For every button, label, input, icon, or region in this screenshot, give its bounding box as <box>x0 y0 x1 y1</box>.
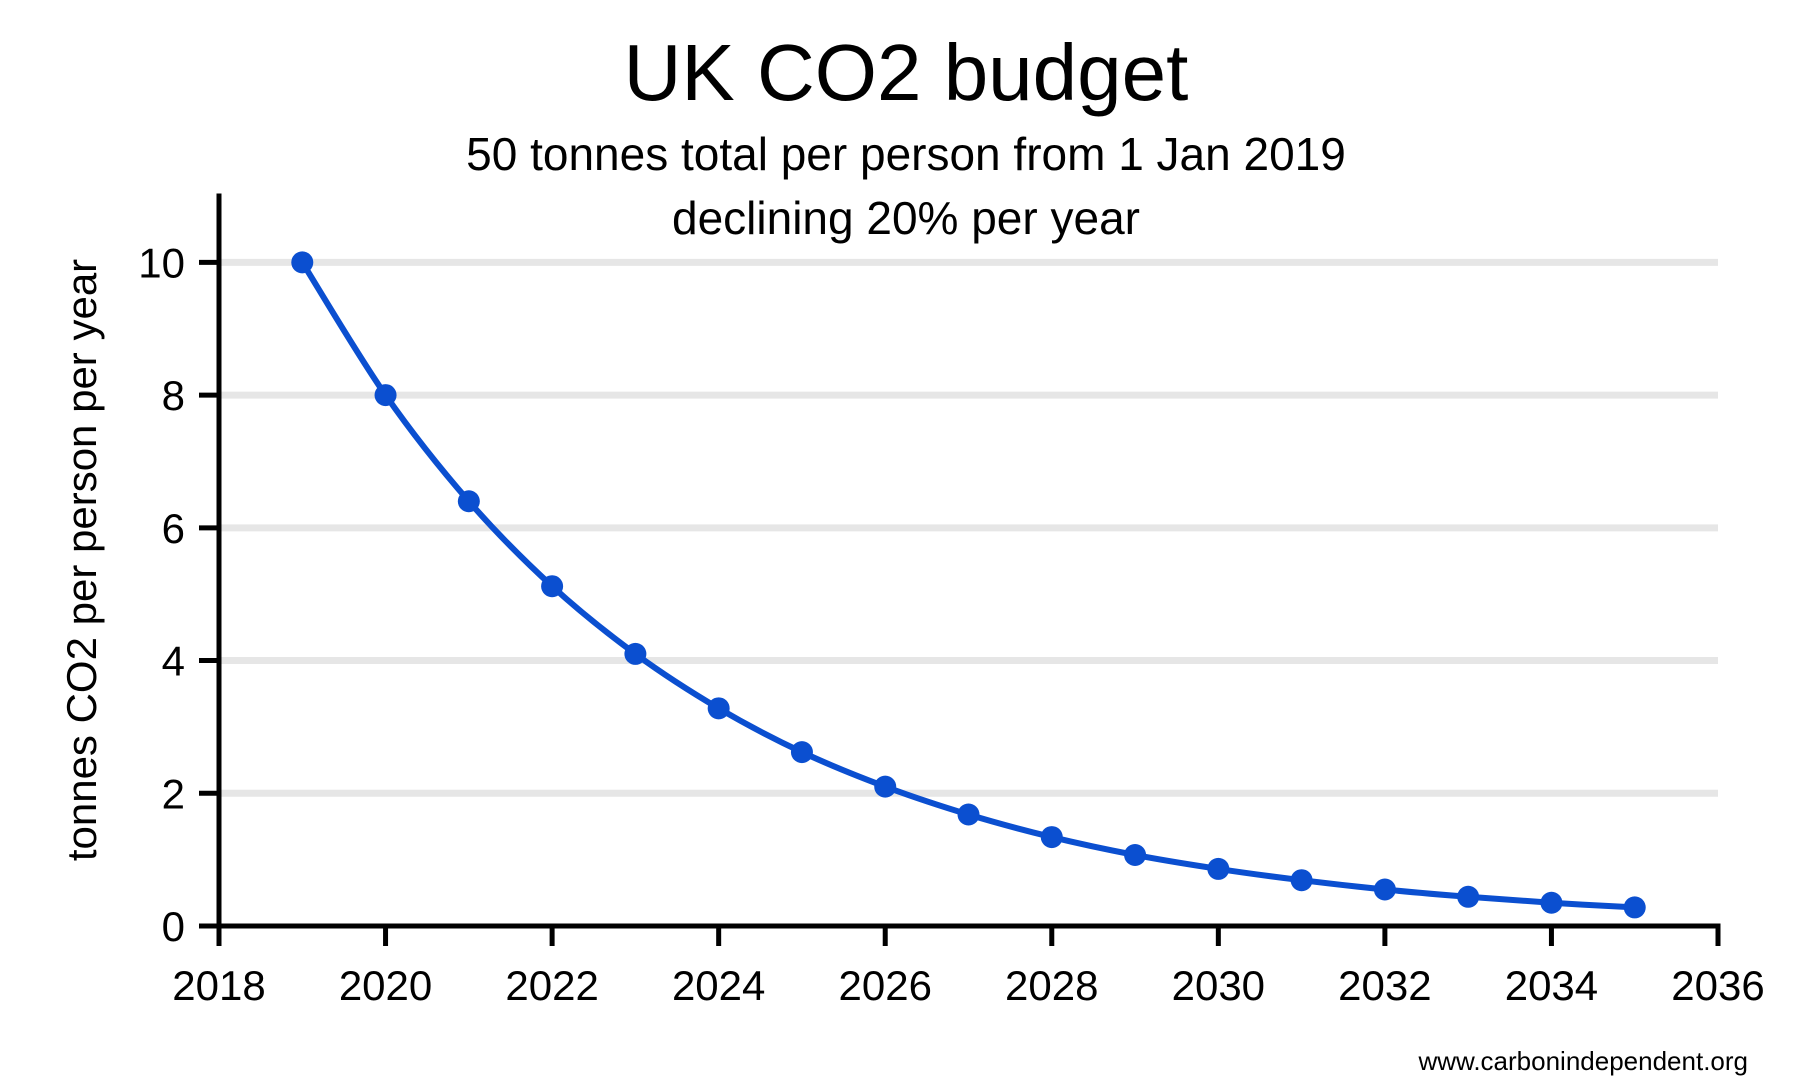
source-credit: www.carbonindependent.org <box>1417 1046 1748 1076</box>
data-point-2030 <box>1207 857 1230 880</box>
x-tick-label-2020: 2020 <box>339 962 432 1009</box>
x-tick-label-2032: 2032 <box>1338 962 1431 1009</box>
x-tick-label-2030: 2030 <box>1172 962 1265 1009</box>
series-line-0 <box>299 259 1638 911</box>
y-tick-label-6: 6 <box>162 505 185 552</box>
y-axis-label: tonnes CO2 per person per year <box>58 259 105 861</box>
x-tick-label-2022: 2022 <box>505 962 598 1009</box>
tick-labels: 0 2 4 6 8 10 2018 2020 2022 2024 2026 2028 2030 2032 2… <box>138 239 1764 1009</box>
chart-subtitle-line-2: declining 20% per year <box>672 192 1140 244</box>
x-tick-label-2026: 2026 <box>839 962 932 1009</box>
chart-title: UK CO2 budget <box>624 28 1189 117</box>
data-point-2026 <box>874 775 897 798</box>
data-point-2023 <box>624 642 647 665</box>
y-tick-label-2: 2 <box>162 770 185 817</box>
gridlines <box>219 258 1718 797</box>
x-tick-label-2028: 2028 <box>1005 962 1098 1009</box>
data-point-2019 <box>291 251 314 274</box>
data-point-2031 <box>1290 869 1313 892</box>
axes <box>199 193 1721 946</box>
x-tick-label-2018: 2018 <box>172 962 265 1009</box>
data-point-2034 <box>1540 891 1563 914</box>
data-point-2035 <box>1623 896 1646 919</box>
data-point-2025 <box>790 741 813 764</box>
data-point-2033 <box>1457 885 1480 908</box>
data-point-2020 <box>374 384 397 407</box>
x-tick-label-2034: 2034 <box>1505 962 1598 1009</box>
data-point-2032 <box>1373 878 1396 901</box>
x-tick-label-2024: 2024 <box>672 962 765 1009</box>
data-point-2022 <box>541 575 564 598</box>
series <box>291 251 1646 919</box>
data-point-2027 <box>957 803 980 826</box>
data-point-2021 <box>457 490 480 513</box>
data-point-2028 <box>1040 826 1063 849</box>
data-point-2029 <box>1124 843 1147 866</box>
y-tick-label-10: 10 <box>138 239 185 286</box>
x-tick-label-2036: 2036 <box>1671 962 1764 1009</box>
data-point-2024 <box>707 697 730 720</box>
chart-subtitle-line-1: 50 tonnes total per person from 1 Jan 20… <box>466 128 1346 180</box>
y-tick-label-4: 4 <box>162 638 185 685</box>
y-tick-label-8: 8 <box>162 372 185 419</box>
y-tick-label-0: 0 <box>162 903 185 950</box>
